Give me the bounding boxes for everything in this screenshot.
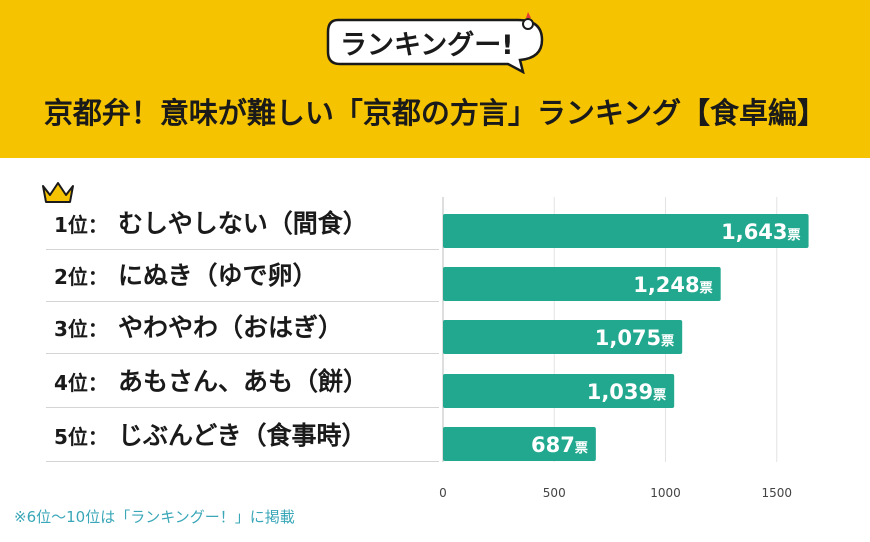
rank-label: 3位： [54,317,108,341]
rank-name: にぬき（ゆで卵） [118,261,318,290]
logo: ランキングー! [326,12,544,74]
list-item: 4位： あもさん、あも（餅） [46,355,439,408]
x-tick-label: 1500 [761,486,792,500]
data-label: 687票 [531,433,588,457]
bar [443,374,675,408]
x-tick-label: 0 [439,486,447,500]
rank-label: 2位： [54,265,108,289]
data-label: 1,643票 [721,220,800,244]
list-item: 5位： じぶんどき（食事時） [46,409,439,462]
data-label: 1,075票 [595,326,674,350]
logo-text: ランキングー! [340,29,514,61]
crown-icon [42,182,74,203]
page-title: 京都弁！意味が難しい「京都の方言」ランキング【食卓編】 [43,96,827,130]
list-item: 3位： やわやわ（おはぎ） [46,301,439,354]
list-item: 2位： にぬき（ゆで卵） [46,249,439,302]
rank-label: 1位： [54,213,108,237]
x-tick-label: 1000 [650,486,681,500]
rank-label: 5位： [54,425,108,449]
bar [443,267,721,301]
footnote: ※6位〜10位は「ランキングー！」に掲載 [14,508,295,526]
rank-name: むしやしない（間食） [118,209,368,238]
bar [443,427,596,461]
bar [443,320,683,354]
data-label: 1,248票 [633,273,712,297]
bar [443,214,809,248]
rank-name: あもさん、あも（餅） [118,367,369,396]
rank-name: やわやわ（おはぎ） [118,313,344,342]
data-label: 1,039票 [587,380,666,404]
rank-name: じぶんどき（食事時） [118,421,367,450]
x-tick-label: 500 [543,486,566,500]
rank-label: 4位： [54,371,108,395]
header-banner: ランキングー! 京都弁！意味が難しい「京都の方言」ランキング【食卓編】 [0,0,870,158]
list-item: 1位： むしやしない（間食） [46,197,439,250]
